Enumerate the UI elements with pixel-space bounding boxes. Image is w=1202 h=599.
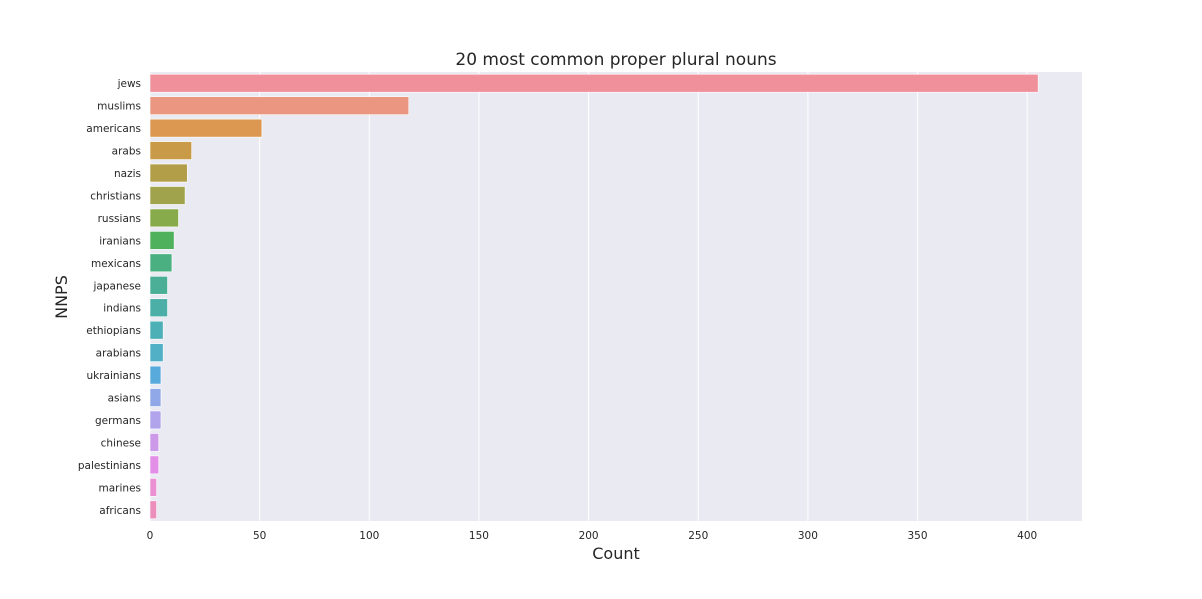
- x-axis-label: Count: [592, 544, 640, 563]
- y-tick-label-ethiopians: ethiopians: [86, 325, 141, 337]
- y-tick-label-iranians: iranians: [99, 235, 141, 247]
- bar-ethiopians: [149, 320, 164, 340]
- x-tick-label: 150: [469, 530, 489, 542]
- bar-africans: [149, 500, 157, 520]
- x-tick-label: 0: [147, 530, 154, 542]
- y-tick-label-nazis: nazis: [114, 168, 141, 180]
- bars: [149, 73, 1039, 520]
- y-tick-label-asians: asians: [108, 393, 141, 405]
- bar-japanese: [149, 275, 168, 295]
- x-tick-label: 100: [359, 530, 379, 542]
- y-tick-label-africans: africans: [99, 505, 141, 517]
- bar-indians: [149, 298, 168, 318]
- y-tick-label-palestinians: palestinians: [78, 460, 141, 472]
- bar-iranians: [149, 231, 175, 250]
- bar-americans: [149, 118, 263, 138]
- x-tick-label: 50: [253, 530, 266, 542]
- x-tick-label: 300: [798, 530, 818, 542]
- y-tick-label-jews: jews: [117, 78, 141, 90]
- bar-muslims: [149, 96, 410, 115]
- bar-germans: [149, 410, 162, 430]
- y-tick-label-mexicans: mexicans: [91, 258, 141, 270]
- y-tick-label-russians: russians: [98, 213, 141, 225]
- y-tick-label-chinese: chinese: [101, 437, 141, 449]
- bar-nazis: [149, 163, 188, 183]
- bar-palestinians: [149, 455, 160, 475]
- chart-title: 20 most common proper plural nouns: [455, 50, 776, 70]
- bar-ukrainians: [149, 365, 162, 385]
- y-tick-label-arabs: arabs: [112, 146, 141, 158]
- plot-background: [150, 72, 1082, 521]
- gridlines: [149, 72, 1028, 521]
- x-tick-label: 200: [579, 530, 599, 542]
- y-tick-label-americans: americans: [86, 123, 141, 135]
- bar-jews: [149, 73, 1039, 93]
- bar-arabians: [149, 343, 164, 362]
- bar-asians: [149, 388, 162, 407]
- y-tick-label-arabians: arabians: [96, 348, 141, 360]
- x-tick-label: 400: [1017, 530, 1037, 542]
- y-tick-label-indians: indians: [103, 303, 141, 315]
- bar-mexicans: [149, 253, 173, 273]
- y-tick-label-germans: germans: [95, 415, 141, 427]
- y-tick-labels: jews muslims americans arabs nazis christians…: [78, 78, 141, 517]
- x-tick-label: 350: [908, 530, 928, 542]
- bar-christians: [149, 186, 186, 205]
- x-tick-labels: 0 50 100 150 200 250 300 350 400: [147, 530, 1038, 542]
- bar-russians: [149, 208, 179, 228]
- y-tick-label-japanese: japanese: [93, 280, 142, 292]
- bar-marines: [149, 478, 157, 497]
- y-tick-label-muslims: muslims: [97, 101, 141, 113]
- y-axis-label: NNPS: [52, 275, 71, 319]
- bar-chinese: [149, 433, 160, 452]
- bar-arabs: [149, 141, 192, 160]
- y-tick-label-ukrainians: ukrainians: [86, 370, 141, 382]
- y-tick-label-marines: marines: [99, 482, 141, 494]
- x-tick-label: 250: [688, 530, 708, 542]
- y-tick-label-christians: christians: [90, 190, 141, 202]
